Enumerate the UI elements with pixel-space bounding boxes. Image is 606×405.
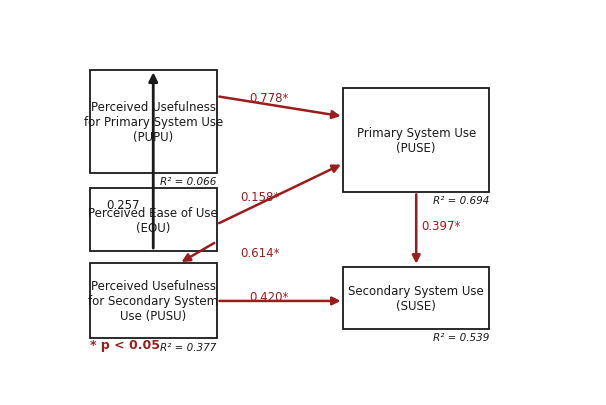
Text: Secondary System Use
(SUSE): Secondary System Use (SUSE) xyxy=(348,284,484,312)
Text: * p < 0.05: * p < 0.05 xyxy=(90,338,160,351)
Text: R² = 0.066: R² = 0.066 xyxy=(160,177,217,186)
FancyBboxPatch shape xyxy=(90,70,217,173)
FancyBboxPatch shape xyxy=(90,189,217,251)
Text: Perceived Usefulness
for Secondary System
Use (PUSU): Perceived Usefulness for Secondary Syste… xyxy=(88,280,218,323)
Text: 0.257: 0.257 xyxy=(106,198,139,211)
Text: R² = 0.694: R² = 0.694 xyxy=(433,195,489,205)
Text: 0.420*: 0.420* xyxy=(250,290,289,303)
Text: 0.397*: 0.397* xyxy=(421,220,461,233)
Text: Primary System Use
(PUSE): Primary System Use (PUSE) xyxy=(356,127,476,155)
Text: Perceived Usefulness
for Primary System Use
(PUPU): Perceived Usefulness for Primary System … xyxy=(84,100,223,143)
FancyBboxPatch shape xyxy=(90,264,217,339)
Text: R² = 0.539: R² = 0.539 xyxy=(433,333,489,342)
FancyBboxPatch shape xyxy=(344,267,489,329)
Text: 0.158*: 0.158* xyxy=(240,190,279,203)
Text: 0.614*: 0.614* xyxy=(240,246,279,259)
Text: Perceived Ease of Use
(EOU): Perceived Ease of Use (EOU) xyxy=(88,206,218,234)
FancyBboxPatch shape xyxy=(344,89,489,192)
Text: 0.778*: 0.778* xyxy=(250,92,289,105)
Text: R² = 0.377: R² = 0.377 xyxy=(160,342,217,352)
